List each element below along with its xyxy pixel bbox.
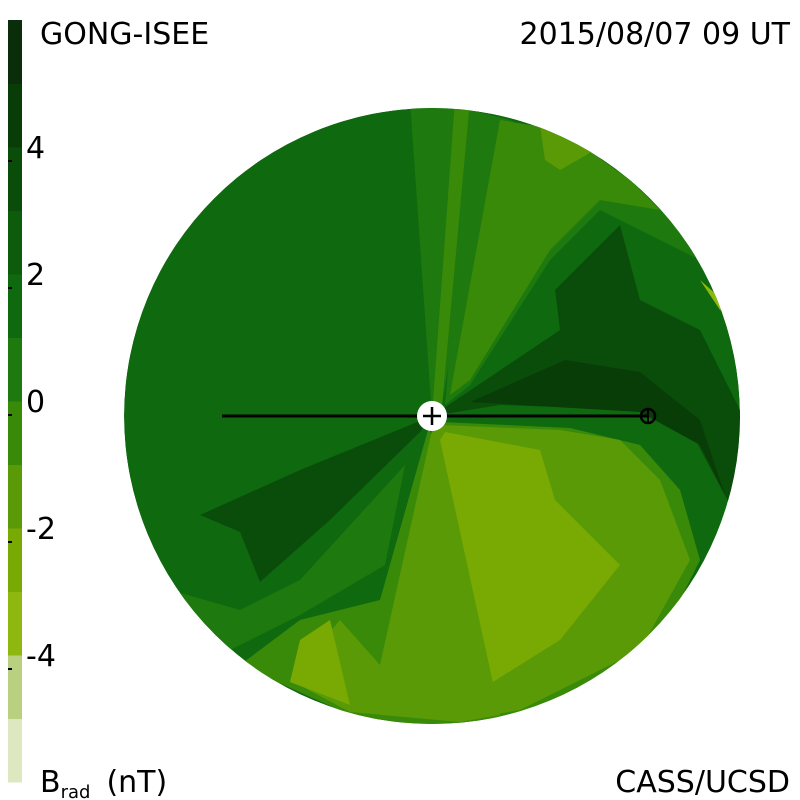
color-band: [8, 83, 22, 148]
colorbar: 4 2 0 -2 -4: [8, 20, 56, 783]
color-band: [8, 210, 22, 275]
colorbar-tick-label: -4: [26, 639, 56, 674]
color-band: [8, 528, 22, 592]
colorbar-tick-label: -2: [26, 512, 56, 547]
color-band: [8, 464, 22, 529]
color-band: [8, 718, 22, 783]
colorbar-tick-label: 4: [26, 131, 45, 166]
colorbar-label: Brad (nT): [40, 765, 167, 800]
color-band: [8, 20, 22, 84]
colorbar-tick-label: 2: [26, 258, 45, 293]
color-band: [8, 655, 22, 719]
color-band: [8, 147, 22, 211]
subtitle: 2015/08/07 09 UT: [520, 17, 791, 52]
color-band: [8, 337, 22, 402]
color-band: [8, 591, 22, 656]
colorbar-tick-label: 0: [26, 385, 45, 420]
title: GONG-ISEE: [40, 17, 209, 52]
color-band: [8, 401, 22, 465]
map: [124, 108, 740, 724]
credit: CASS/UCSD: [615, 765, 790, 800]
color-band: [8, 274, 22, 338]
